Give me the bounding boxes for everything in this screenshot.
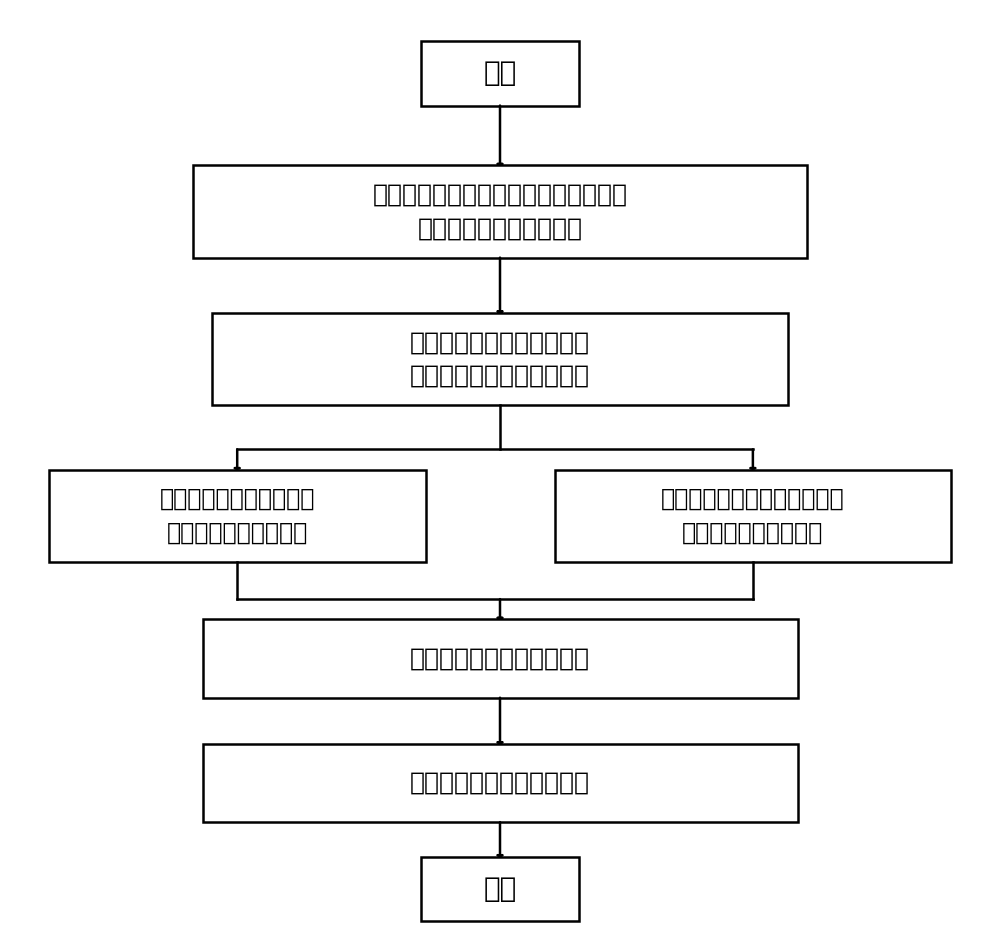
Bar <box>555 470 951 562</box>
Bar <box>212 312 788 405</box>
Bar <box>193 166 807 258</box>
Bar <box>421 857 579 922</box>
Text: 岩溶地基隐伏岩溶溶洞上
覆土层垂向应力的确定: 岩溶地基隐伏岩溶溶洞上 覆土层垂向应力的确定 <box>160 487 315 544</box>
Bar <box>203 619 798 698</box>
Text: 开始: 开始 <box>483 60 517 87</box>
Text: 结束: 结束 <box>483 875 517 903</box>
Text: 测定岩溶地基地下隐伏溶洞
上覆土层的物理力学参数值: 测定岩溶地基地下隐伏溶洞 上覆土层的物理力学参数值 <box>410 330 590 388</box>
Text: 确定岩溶地基失稳风险参数: 确定岩溶地基失稳风险参数 <box>410 646 590 671</box>
Text: 测定岩溶地基地下隐伏岩溶溶洞直径、
溶洞高度及盖层土体厚度: 测定岩溶地基地下隐伏岩溶溶洞直径、 溶洞高度及盖层土体厚度 <box>373 183 628 240</box>
Text: 岩溶地基隐伏岩溶溶洞上覆土
层极限垂向应力的确定: 岩溶地基隐伏岩溶溶洞上覆土 层极限垂向应力的确定 <box>661 487 845 544</box>
Bar <box>49 470 426 562</box>
Bar <box>421 41 579 105</box>
Text: 岩溶地基塌陷风险评价与预: 岩溶地基塌陷风险评价与预 <box>410 771 590 795</box>
Bar <box>203 744 798 822</box>
